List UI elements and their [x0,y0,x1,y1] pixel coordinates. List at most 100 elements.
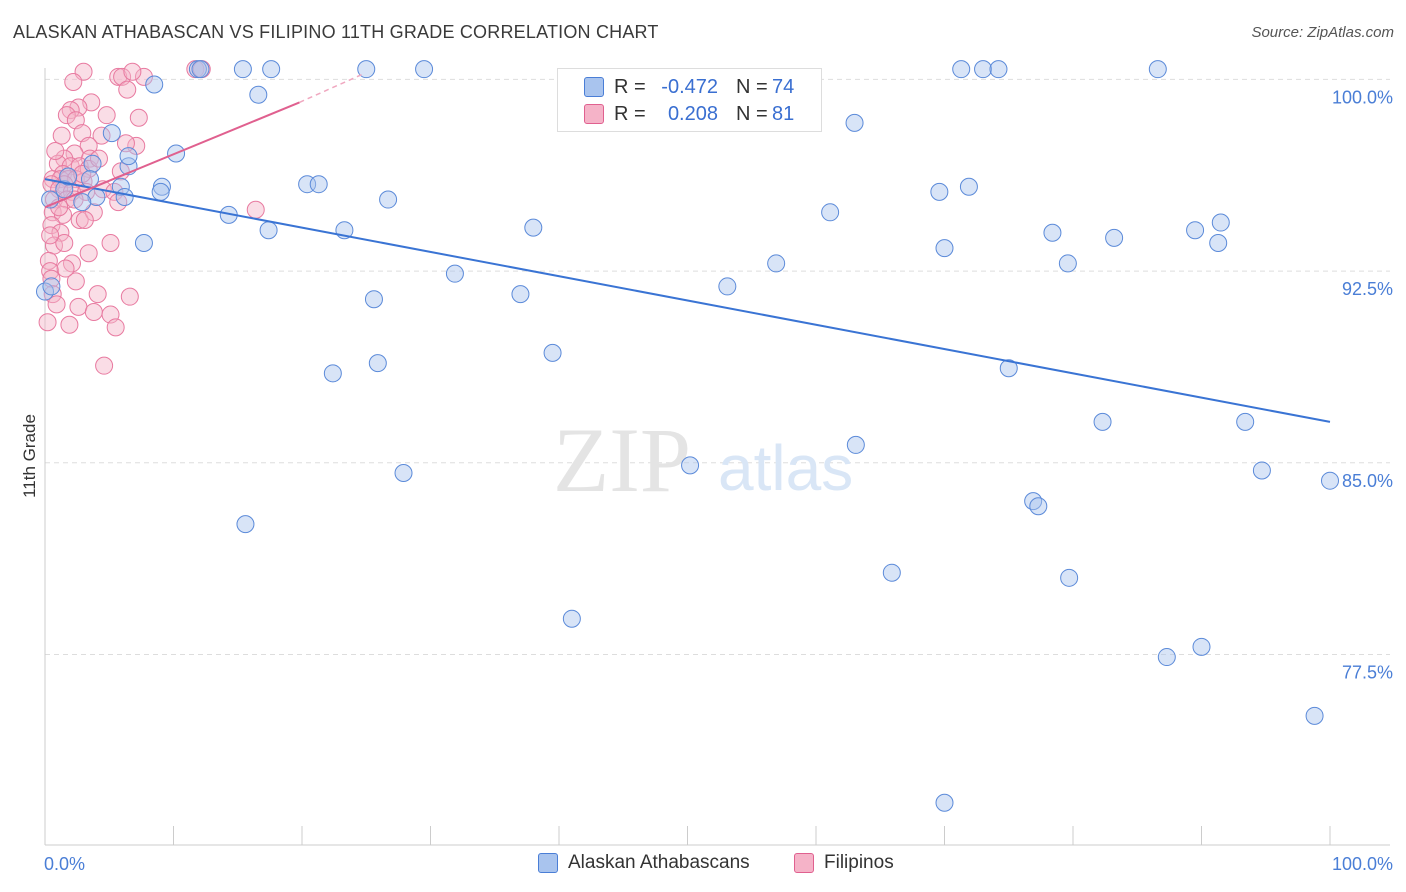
n-label: N = [736,102,768,125]
athabascan-point [1321,471,1339,490]
athabascan-point [1211,213,1230,232]
athabascan-point [524,218,543,237]
athabascan-point [935,239,954,258]
filipinos-point [55,233,74,252]
y-axis-label: 11th Grade [20,414,39,498]
r-label: R = [614,102,646,125]
athabascan-point [1148,60,1167,79]
athabascan-point [1186,221,1205,240]
watermark: ZIP atlas [553,409,853,511]
athabascan-points [36,60,1339,812]
x-tick-label-max: 100.0% [1332,854,1393,874]
n-value: 74 [772,75,795,98]
athabascan-point [309,175,328,194]
athabascan-point [767,254,786,273]
filipinos-point [79,136,98,155]
athabascan-point [543,343,562,362]
trend-lines [44,73,1331,423]
athabascan-point [882,563,901,582]
filipinos-trend-line [44,101,300,209]
athabascan-point [1024,492,1043,511]
legend-item-filipinos[interactable]: Filipinos [794,852,894,874]
athabascan-point [191,60,210,79]
r-label: R = [614,75,646,98]
n-value: 81 [772,102,795,125]
athabascan-point [1236,412,1255,431]
filipinos-point [92,126,111,145]
athabascan-point [959,177,978,196]
athabascan-point [259,221,278,240]
filipinos-point [70,210,89,229]
r-value: -0.472 [661,75,718,98]
filipinos-point [75,210,94,229]
athabascan-point [83,154,102,173]
athabascan-point [718,277,737,296]
filipinos-point [101,233,120,252]
filipinos-point [97,106,116,125]
filipinos-point [109,67,128,86]
athabascan-point [364,290,383,309]
filipinos-point [41,262,60,281]
athabascan-point [379,190,398,209]
filipinos-point [60,315,79,334]
series-legend: Alaskan Athabascans Filipinos [0,852,1406,878]
athabascan-point [1192,637,1211,656]
filipinos-point [52,126,71,145]
athabascan-point [1060,568,1079,587]
athabascan-point [394,464,413,483]
filipinos-point [46,141,65,160]
filipinos-point [123,62,142,81]
filipinos-point [106,318,125,337]
filipinos-point [57,106,76,125]
athabascan-point [102,124,121,143]
athabascan-point [511,285,530,304]
filipinos-point [134,67,153,86]
athabascan-point [1043,223,1062,242]
n-label: N = [736,75,768,98]
filipinos-point [56,259,75,278]
y-tick-label: 85.0% [1342,471,1393,491]
legend-row-athabascan: R = -0.472 N = 74 [584,74,794,100]
athabascan-point [73,193,92,212]
athabascan-point [1157,648,1176,667]
filipinos-point [64,72,83,91]
filipinos-point [84,302,103,321]
athabascan-point [1105,228,1124,247]
athabascan-point [445,264,464,283]
legend-row-filipinos: R = 0.208 N = 81 [584,101,794,127]
athabascan-point [562,609,581,628]
legend-item-athabascan[interactable]: Alaskan Athabascans [538,852,750,874]
athabascan-point [1305,706,1324,725]
watermark-zip: ZIP [553,409,691,511]
athabascan-point [930,182,949,201]
athabascan-point [935,793,954,812]
athabascan-point [249,85,268,104]
athabascan-point [821,203,840,222]
tick-labels: 100.0% 92.5% 85.0% 77.5% 0.0% 100.0% [44,87,1393,874]
athabascan-point [846,435,865,454]
athabascan-point [681,456,700,475]
blue-swatch [538,853,558,873]
filipinos-point [41,226,60,245]
filipinos-point [84,203,103,222]
chart-title: ALASKAN ATHABASCAN VS FILIPINO 11TH GRAD… [13,22,659,42]
filipinos-point [88,285,107,304]
legend-label-athabascan: Alaskan Athabascans [568,852,750,873]
filipinos-point [38,313,57,332]
correlation-legend: R = -0.472 N = 74 R = 0.208 N = 81 [557,68,822,132]
athabascan-point [119,147,138,166]
athabascan-point [415,60,434,79]
y-tick-label: 100.0% [1332,87,1393,107]
filipinos-point [47,295,66,314]
axes [44,68,1390,846]
filipinos-point [127,136,146,155]
athabascan-point [151,182,170,201]
filipinos-point [246,200,265,219]
athabascan-point [323,364,342,383]
athabascan-point [999,359,1018,378]
y-tick-label: 92.5% [1342,279,1393,299]
athabascan-point [1209,233,1228,252]
filipinos-point [79,244,98,263]
y-tick-label: 77.5% [1342,663,1393,683]
